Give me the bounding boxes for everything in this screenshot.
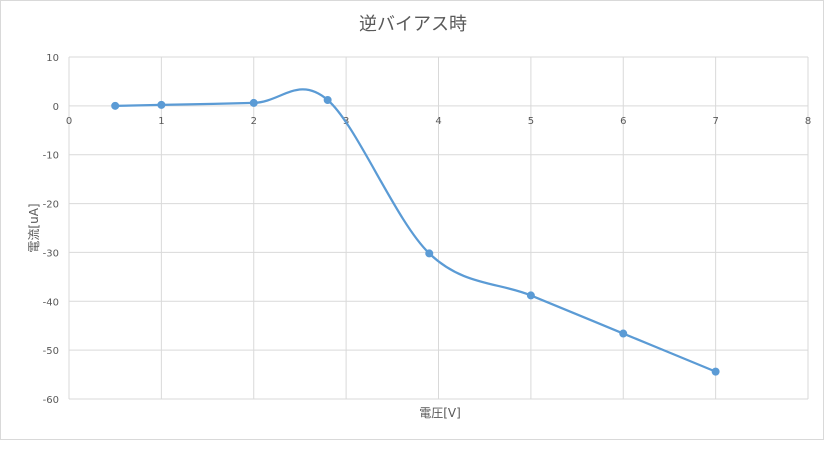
y-tick-label: -20 [43,200,59,211]
x-tick-label: 0 [66,116,72,127]
y-tick-label: 0 [53,102,59,113]
data-point [425,249,434,258]
y-tick-label: -60 [43,395,59,406]
data-point [249,98,258,107]
y-tick-label: -10 [43,151,59,162]
x-tick-label: 2 [251,116,257,127]
y-tick-label: -40 [43,297,59,308]
x-tick-label: 7 [712,116,718,127]
data-point [711,367,720,376]
data-point [323,95,332,104]
x-tick-label: 5 [528,116,534,127]
data-point [526,291,535,300]
x-tick-label: 8 [805,116,811,127]
x-tick-label: 6 [620,116,626,127]
data-point [157,100,166,109]
y-axis-label: 電流[uA] [27,203,41,252]
data-point [619,329,628,338]
chart-frame [0,0,824,440]
grid-layer [68,56,809,400]
x-axis-label: 電圧[V] [419,406,461,420]
x-tick-label: 4 [435,116,441,127]
y-tick-label: -30 [43,248,59,259]
y-tick-labels: 10 0 -10 -20 -30 -40 -50 -60 [43,53,59,406]
chart-title: 逆バイアス時 [359,14,467,35]
x-tick-label: 1 [158,116,164,127]
series-points [111,95,720,376]
data-point [111,101,120,110]
series-line [115,88,717,373]
y-tick-label: -50 [43,346,59,357]
y-tick-label: 10 [46,53,59,64]
